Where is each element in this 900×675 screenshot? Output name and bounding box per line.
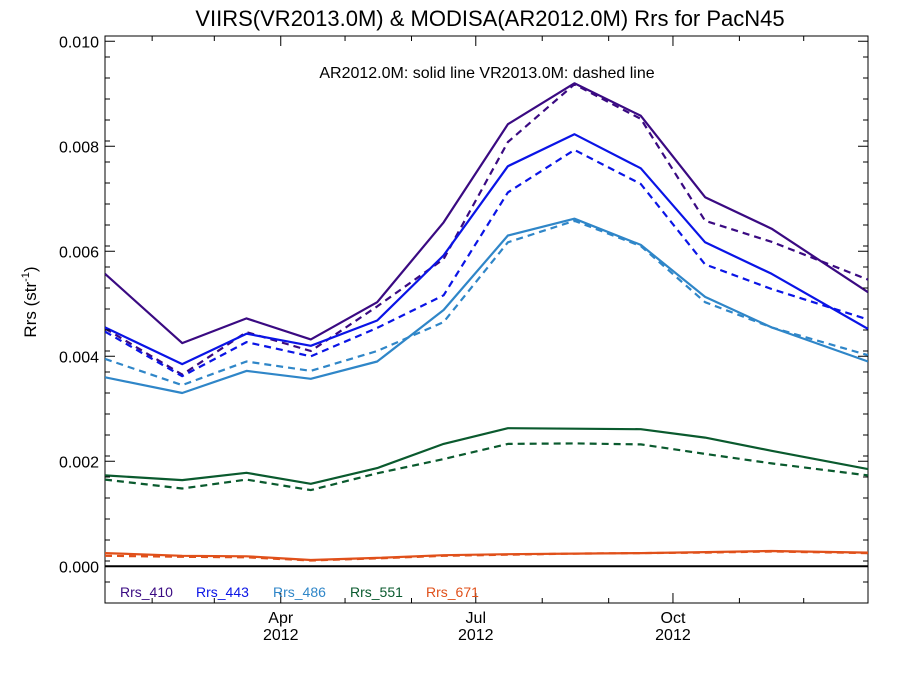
legend-item-rrs-443: Rrs_443 [196,584,249,600]
legend-item-rrs-671: Rrs_671 [426,584,479,600]
y-tick-label: 0.002 [59,454,99,471]
y-axis-label-text: Rrs (str [21,282,40,338]
legend-item-rrs-486: Rrs_486 [273,584,326,600]
line-style-annotation: AR2012.0M: solid line VR2013.0M: dashed … [319,65,654,82]
series-rrs-443-dashed [105,148,868,378]
y-axis-label: Rrs (str-1) [20,266,40,337]
y-tick-label: 0.008 [59,139,99,156]
x-tick-label: Jul [466,610,486,627]
y-axis-label-superscript: -1 [20,272,32,282]
y-tick-label: 0.010 [59,34,99,51]
y-tick-label: 0.000 [59,559,99,576]
series-rrs-443-solid [105,133,868,366]
series-rrs-486-solid [105,217,868,395]
legend-item-rrs-551: Rrs_551 [350,584,403,600]
series-rrs-410-solid [105,82,868,345]
x-tick-year: 2012 [263,627,299,644]
plot-frame [104,35,869,604]
plot-area [104,35,869,604]
series-layer [105,82,868,562]
series-rrs-671-solid [105,549,868,562]
x-tick-label: Oct [661,610,686,627]
series-rrs-551-solid [105,427,868,485]
chart-title: VIIRS(VR2013.0M) & MODISA(AR2012.0M) Rrs… [195,6,784,31]
x-tick-year: 2012 [458,627,494,644]
series-rrs-486-dashed [105,219,868,387]
x-tick-label: Apr [268,610,294,627]
series-rrs-551-dashed [105,442,868,492]
y-tick-label: 0.006 [59,244,99,261]
x-tick-year: 2012 [655,627,691,644]
series-rrs-410-dashed [105,83,868,376]
y-axis: 0.000 0.002 0.004 0.006 0.008 0.010 [59,34,868,604]
y-tick-label: 0.004 [59,349,99,366]
legend-item-rrs-410: Rrs_410 [120,584,173,600]
legend: Rrs_410 Rrs_443 Rrs_486 Rrs_551 Rrs_671 [120,584,479,600]
y-axis-label-close: ) [21,266,40,272]
